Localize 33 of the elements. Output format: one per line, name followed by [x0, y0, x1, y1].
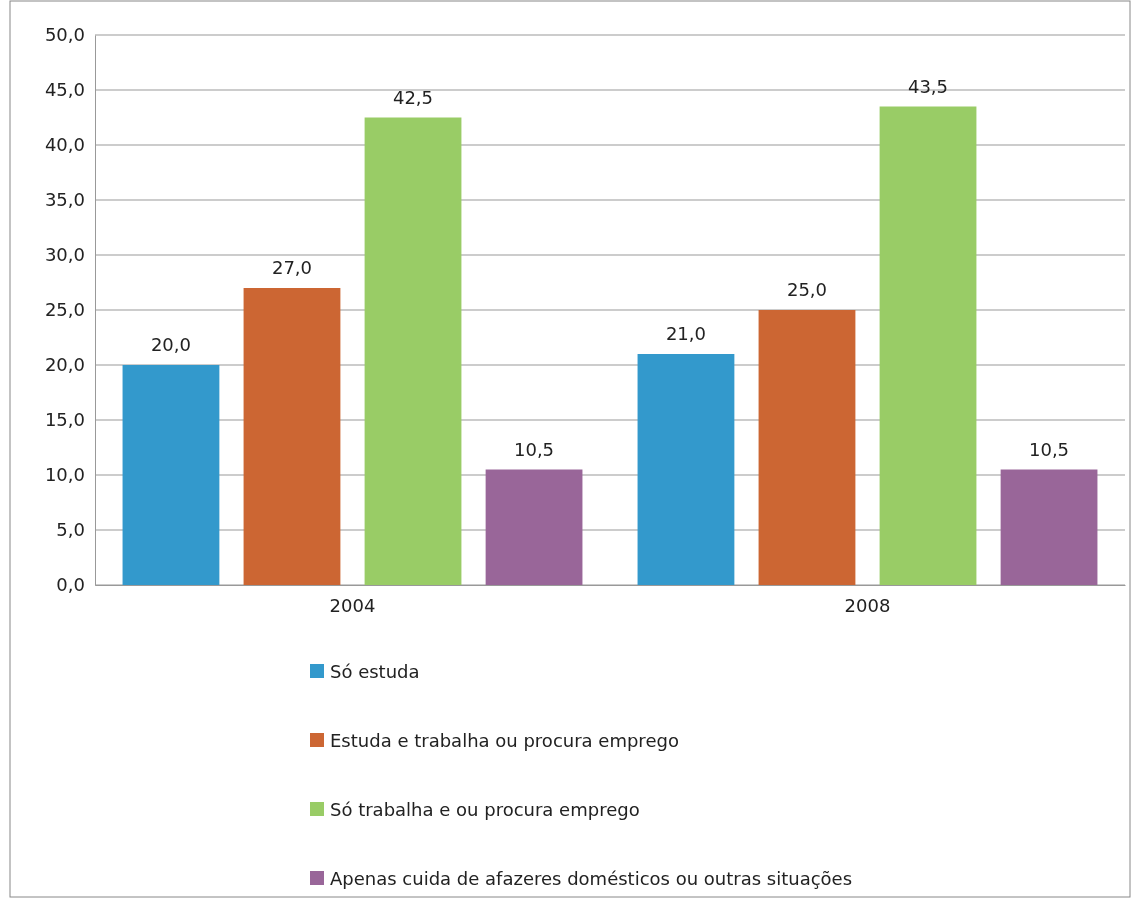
- y-tick-label: 35,0: [44, 189, 85, 211]
- y-tick-label: 0,0: [56, 574, 85, 596]
- legend-label: Apenas cuida de afazeres domésticos ou outras situações: [330, 868, 853, 890]
- data-label: 25,0: [786, 279, 828, 300]
- bar: [758, 310, 856, 585]
- bar: [1000, 469, 1098, 585]
- y-tick-label: 10,0: [44, 464, 85, 486]
- data-label: 20,0: [150, 334, 191, 355]
- y-tick-label: 50,0: [44, 24, 85, 46]
- x-tick-label: 2008: [844, 594, 891, 616]
- x-tick-label: 2004: [329, 594, 376, 616]
- y-tick-label: 20,0: [44, 354, 85, 376]
- bar: [485, 469, 583, 585]
- legend-label: Só estuda: [330, 661, 420, 683]
- bar: [243, 288, 341, 585]
- bar: [879, 106, 977, 585]
- y-tick-label: 40,0: [44, 134, 85, 156]
- data-label: 10,5: [514, 438, 555, 460]
- data-label: 21,0: [665, 323, 706, 344]
- y-tick-label: 25,0: [44, 299, 85, 321]
- bar: [122, 365, 220, 585]
- legend-label: Só trabalha e ou procura emprego: [330, 799, 640, 821]
- legend-label: Estuda e trabalha ou procura emprego: [330, 730, 679, 752]
- y-tick-label: 15,0: [44, 409, 85, 431]
- data-label: 10,5: [1029, 438, 1070, 460]
- bar: [364, 117, 462, 585]
- data-label: 27,0: [271, 257, 313, 278]
- y-tick-label: 30,0: [44, 244, 85, 266]
- y-tick-label: 5,0: [56, 519, 85, 541]
- data-label: 43,5: [907, 75, 949, 97]
- data-label: 42,5: [392, 86, 434, 108]
- y-tick-label: 45,0: [44, 79, 85, 101]
- bar: [637, 354, 735, 585]
